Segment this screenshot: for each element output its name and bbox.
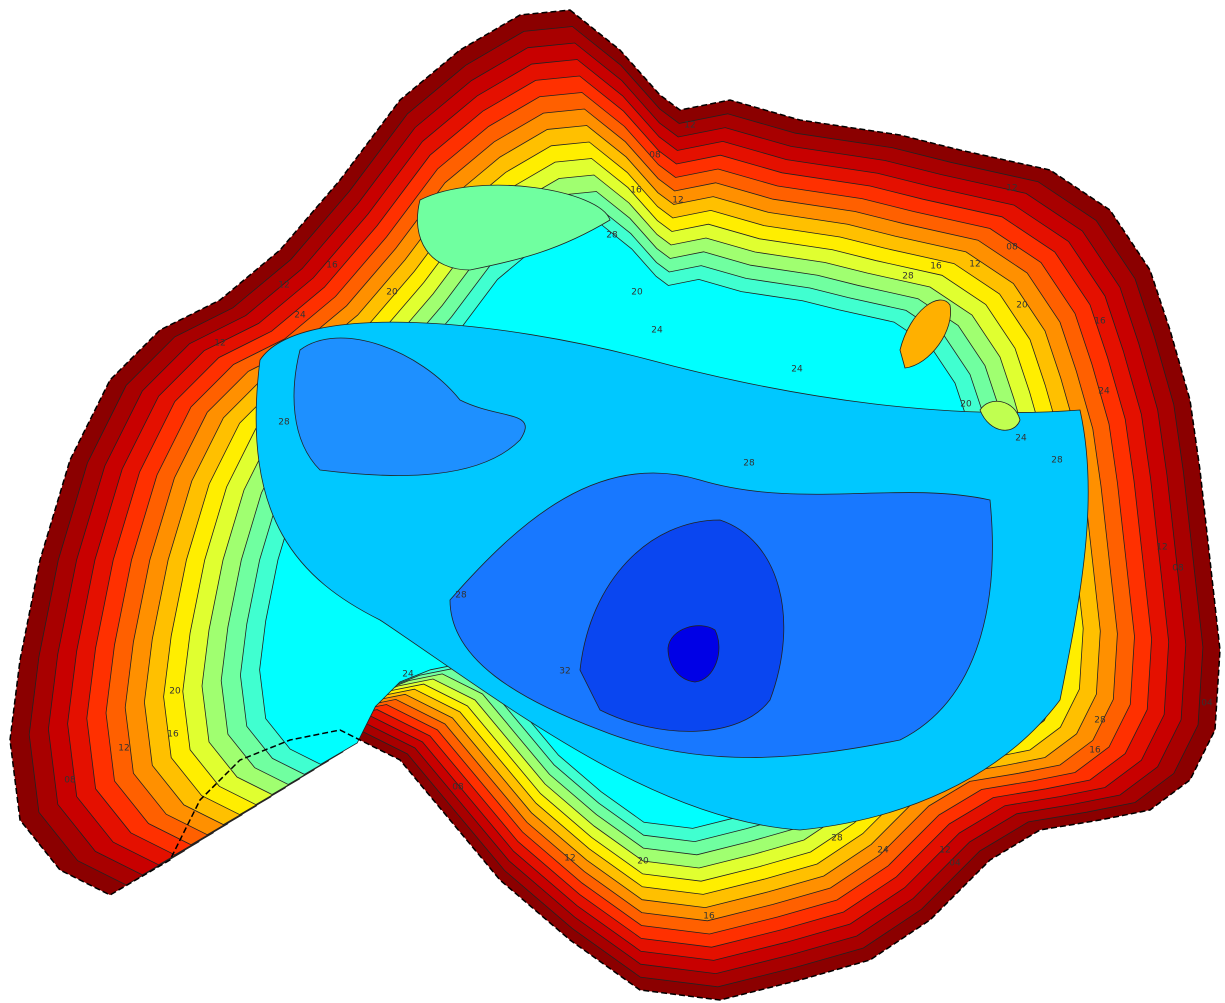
contour-label: 28	[831, 834, 843, 844]
contour-label: 16	[326, 261, 338, 271]
contour-label: 12	[1156, 543, 1167, 553]
contour-label: 12	[118, 744, 129, 754]
contour-label: 20	[1016, 301, 1028, 311]
contour-label: 08	[1006, 243, 1018, 253]
contour-label: 24	[877, 846, 889, 856]
contour-label: 24	[402, 670, 414, 680]
contour-label: 12	[672, 196, 683, 206]
contour-label: 24	[791, 365, 803, 375]
contour-label: 28	[902, 272, 914, 282]
contour-label: 12	[278, 281, 289, 291]
contour-label: 24	[651, 326, 663, 336]
contour-label: 32	[559, 667, 570, 677]
contour-label: 08	[452, 783, 464, 793]
contour-label: 12	[684, 121, 695, 131]
contour-label: 12	[969, 260, 980, 270]
contour-label: 12	[1006, 184, 1017, 194]
contour-label: 28	[278, 418, 290, 428]
contour-label: 04	[949, 859, 961, 869]
contour-label: 16	[703, 912, 715, 922]
contour-label: 12	[214, 339, 225, 349]
contour-label: 08	[64, 776, 76, 786]
contour-label: 28	[606, 231, 618, 241]
contour-label: 16	[930, 262, 942, 272]
contour-label: 20	[631, 288, 643, 298]
contour-label: 28	[1051, 456, 1063, 466]
contour-label: 16	[1094, 317, 1106, 327]
contour-label: 24	[1015, 434, 1027, 444]
contour-label: 28	[743, 459, 755, 469]
contour-map: 12 08 16 12 28 16 12 20 20 24 12 24 28 16 12 08 12 20 16 24…	[0, 0, 1225, 1003]
contour-label: 24	[1098, 387, 1110, 397]
contour-label: 28	[1094, 716, 1106, 726]
contour-label: 08	[649, 151, 661, 161]
contour-label: 24	[294, 311, 306, 321]
contour-label: 16	[167, 730, 179, 740]
contour-label: 12	[564, 854, 575, 864]
contour-label: 08	[1172, 564, 1184, 574]
contour-label: 20	[960, 400, 972, 410]
contour-label: 28	[455, 591, 467, 601]
contour-label: 04	[1201, 699, 1213, 709]
contour-label: 20	[169, 687, 181, 697]
contour-label: 20	[386, 288, 398, 298]
contour-label: 12	[939, 846, 950, 856]
contour-label: 16	[1089, 746, 1101, 756]
contour-label: 20	[637, 857, 649, 867]
contour-label: 16	[630, 186, 642, 196]
